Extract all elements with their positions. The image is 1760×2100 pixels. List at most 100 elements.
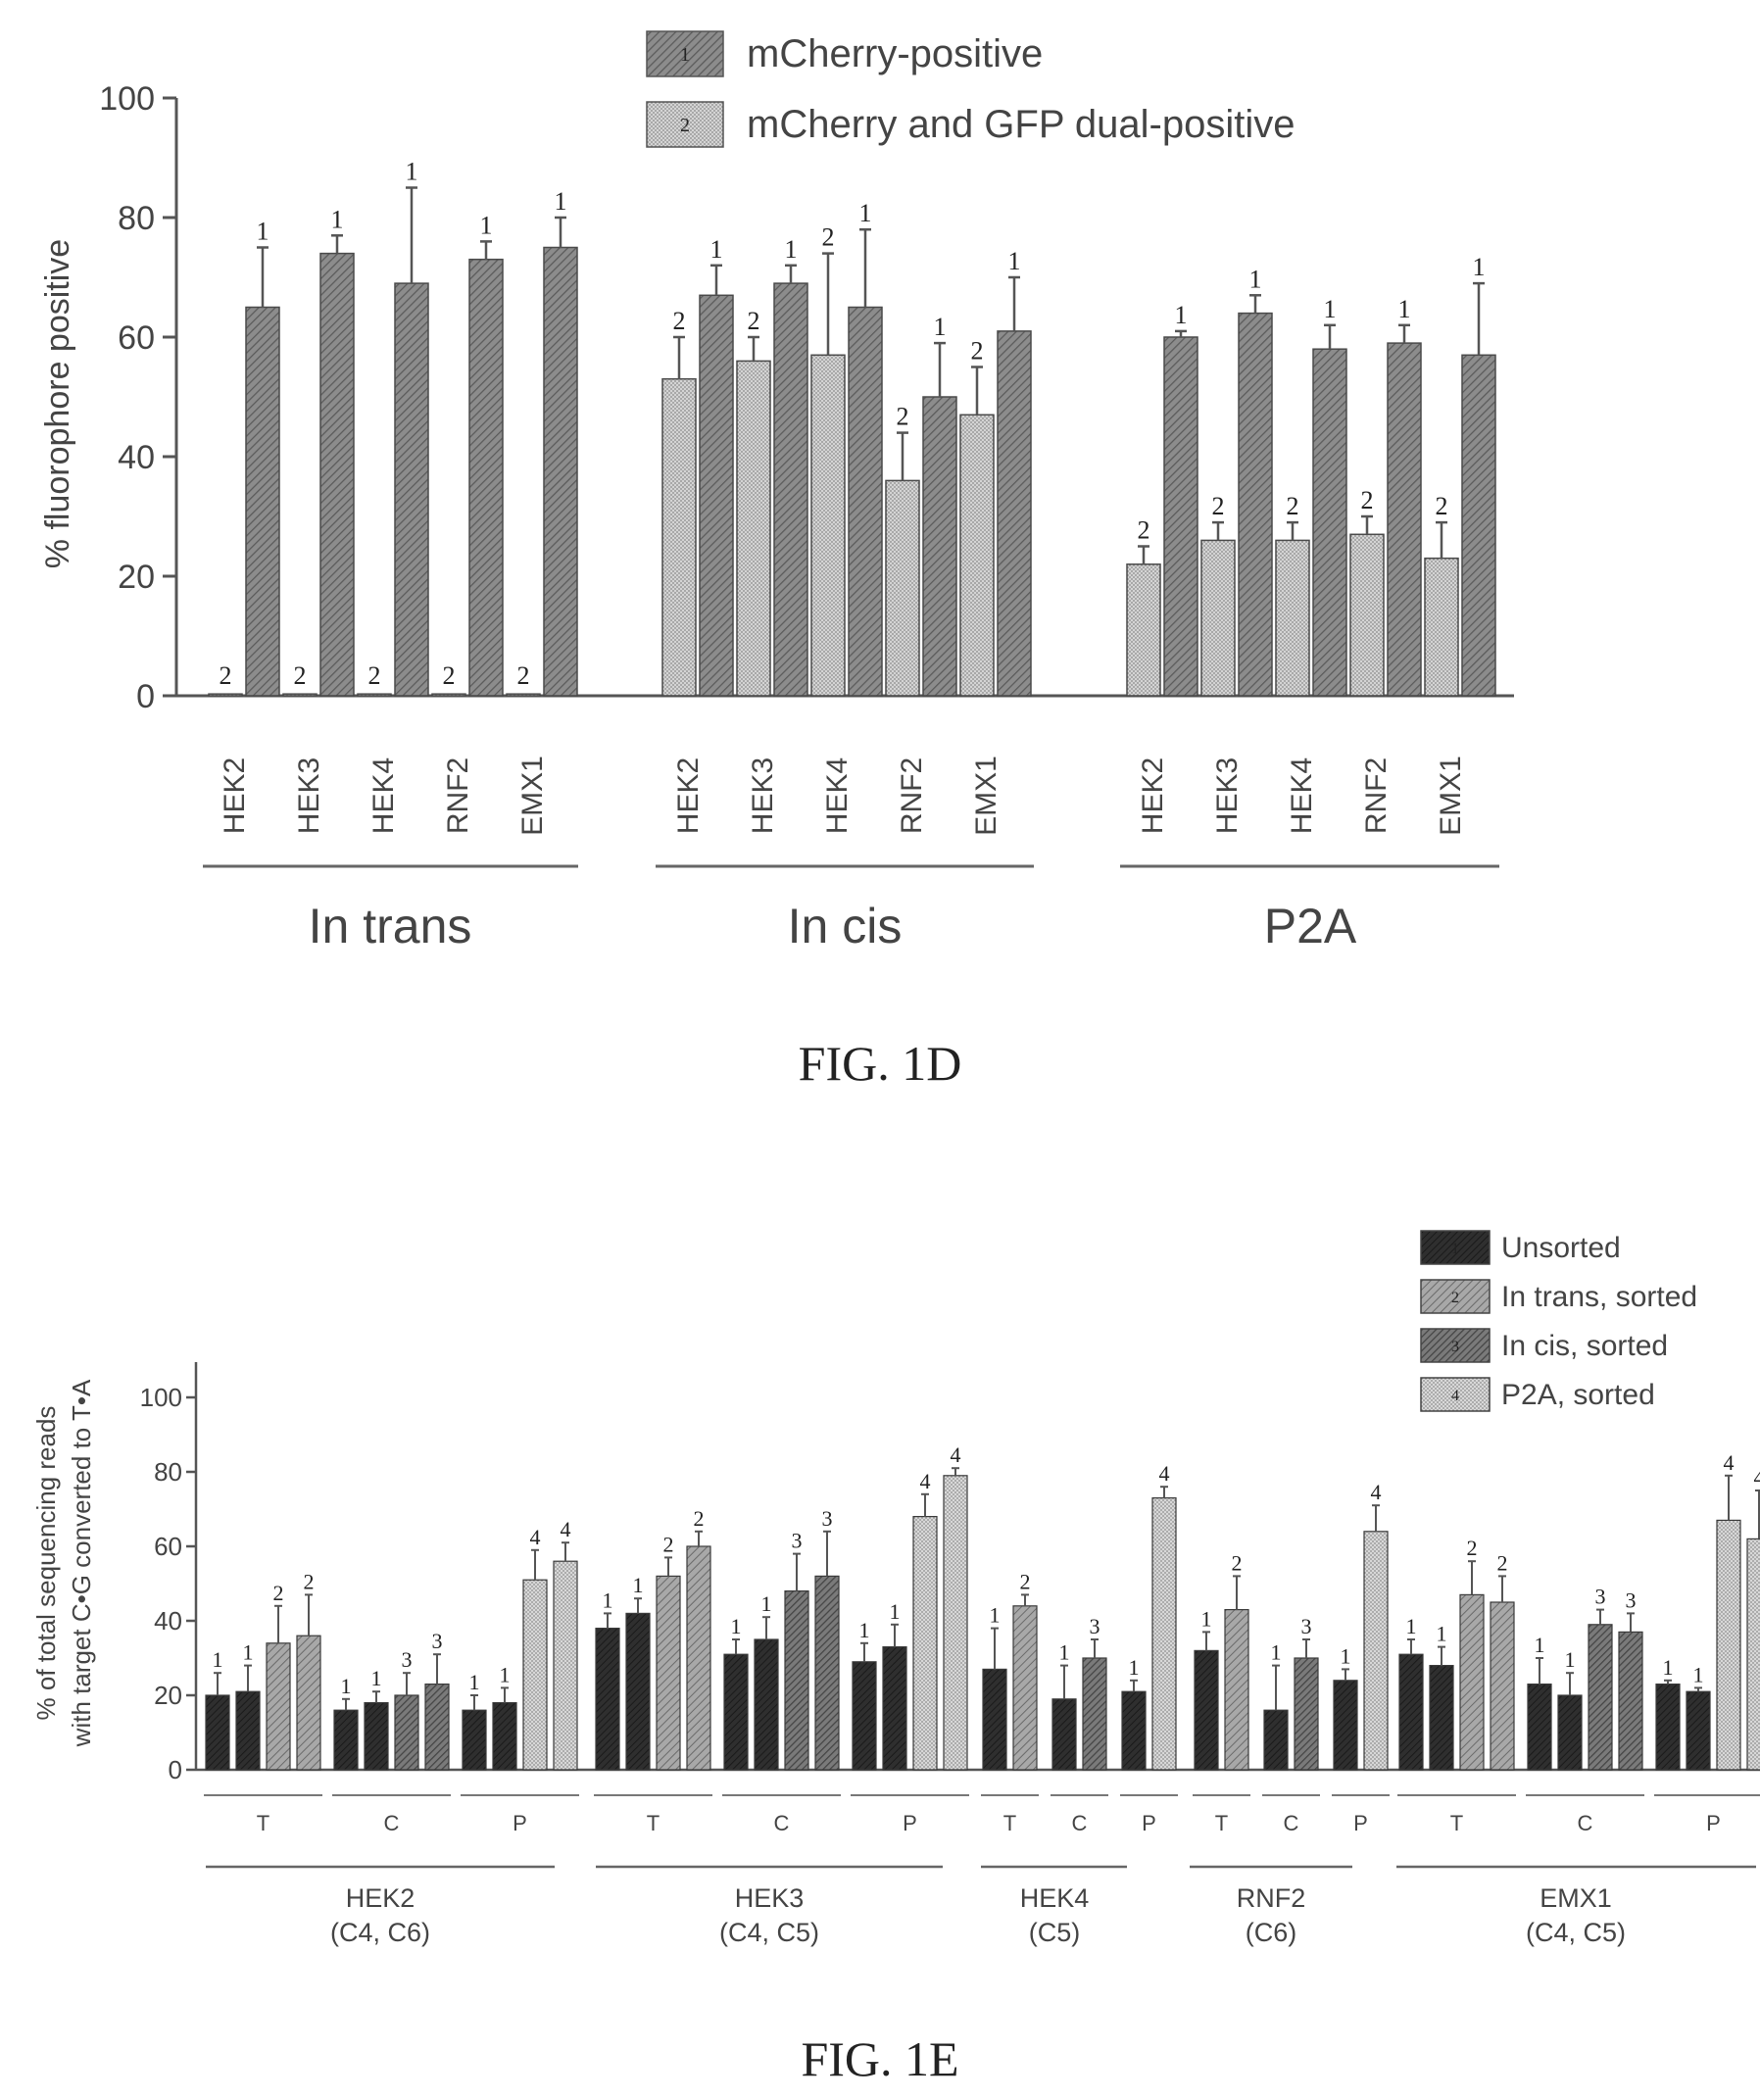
bar-code-label: 2	[1497, 1550, 1508, 1575]
fig-1d-group-labels: In trans In cis P2A	[203, 864, 1499, 953]
target-label-emx1: EMX1	[1540, 1883, 1612, 1913]
bar-1e-series-1	[1333, 1680, 1358, 1771]
category-label: HEK4	[367, 757, 400, 834]
bar-1d-series-2	[431, 693, 466, 697]
bar-code-label: 2	[1138, 516, 1150, 545]
bar-1e-series-2	[296, 1635, 321, 1771]
category-label: EMX1	[516, 756, 549, 836]
bar-code-label: 2	[294, 661, 307, 690]
y-tick: 0	[169, 1755, 196, 1784]
bar-1e-series-4	[1363, 1531, 1389, 1771]
bar-code-label: 2	[1361, 486, 1374, 514]
bar-1e-series-1	[982, 1668, 1007, 1771]
bar-code-label: 1	[1249, 265, 1262, 293]
bar-code-label: 2	[517, 661, 530, 690]
y-tick-label: 20	[154, 1681, 182, 1710]
fig-1e-chart: 1 Unsorted 2 In trans, sorted 3 In cis, …	[31, 1230, 1760, 2086]
y-tick-label: 40	[118, 439, 155, 476]
bar-1e-series-1	[852, 1661, 877, 1771]
bar-code-label: 1	[243, 1640, 254, 1665]
y-tick: 40	[118, 439, 176, 476]
condition-label: P	[1353, 1811, 1368, 1835]
bar-code-label: 1	[1008, 247, 1021, 275]
legend-label-dual: mCherry and GFP dual-positive	[747, 103, 1296, 146]
bar-code-label: 1	[710, 235, 723, 264]
bar-1d-series-1	[773, 282, 808, 697]
target-sites-rnf2: (C6)	[1246, 1918, 1297, 1947]
bar-code-label: 2	[368, 661, 381, 690]
bar-1e-series-4	[912, 1515, 938, 1771]
bar-1d-series-1	[1163, 336, 1198, 697]
fig-1d-y-axis-label: % fluorophore positive	[39, 239, 76, 568]
bar-code-label: 1	[890, 1599, 901, 1624]
y-tick: 60	[154, 1532, 196, 1561]
bar-code-label: 1	[1406, 1614, 1417, 1638]
category-label: EMX1	[1435, 756, 1467, 836]
target-label-hek4: HEK4	[1020, 1883, 1090, 1913]
bar-code-label: 1	[1271, 1640, 1282, 1665]
bar-1d-series-2	[506, 693, 541, 697]
bar-1e-series-1	[1557, 1694, 1583, 1771]
legend-swatch-code: 3	[1451, 1339, 1459, 1355]
bar-code-label: 1	[990, 1603, 1001, 1628]
group-label-in-cis: In cis	[788, 899, 903, 953]
legend-swatch-unsorted	[1420, 1230, 1491, 1265]
fig-1e-y-axis-label-line2: with target C•G converted to T•A	[67, 1379, 96, 1747]
bar-1e-series-4	[1151, 1496, 1177, 1771]
bar-code-label: 4	[1754, 1465, 1760, 1490]
bar-1d-series-1	[1312, 348, 1347, 697]
bar-1d-series-2	[959, 414, 995, 697]
bar-code-label: 2	[273, 1581, 284, 1605]
bar-1e-series-3	[394, 1694, 419, 1771]
y-tick: 60	[118, 319, 176, 357]
bar-1e-series-1	[333, 1709, 359, 1771]
bar-code-label: 1	[1129, 1655, 1140, 1680]
bar-1e-series-2	[1459, 1593, 1485, 1771]
y-tick-label: 80	[154, 1457, 182, 1487]
bar-1e-series-1	[364, 1701, 389, 1771]
bar-1e-series-4	[943, 1475, 968, 1771]
bar-code-label: 2	[897, 403, 909, 431]
bar-1e-series-2	[1490, 1601, 1515, 1771]
category-label: HEK3	[293, 757, 325, 834]
legend-label-in-cis: In cis, sorted	[1501, 1330, 1668, 1362]
bar-1e-series-1	[723, 1653, 749, 1771]
bar-1e-series-4	[553, 1560, 578, 1771]
condition-label: P	[513, 1811, 527, 1835]
category-label: HEK3	[1211, 757, 1244, 834]
bar-1e-series-1	[625, 1612, 651, 1771]
bar-1d-series-2	[1275, 539, 1310, 697]
bar-code-label: 2	[971, 337, 984, 366]
bar-code-label: 1	[934, 313, 947, 341]
bar-code-label: 1	[371, 1666, 382, 1690]
bar-1e-series-1	[1686, 1690, 1711, 1771]
condition-label: T	[1450, 1811, 1463, 1835]
bar-1d-series-2	[661, 377, 697, 697]
bar-1e-series-3	[1618, 1631, 1643, 1771]
y-tick-label: 100	[99, 80, 155, 118]
bar-code-label: 1	[1663, 1655, 1674, 1680]
fig-1e-caption: FIG. 1E	[801, 2031, 958, 2086]
bar-code-label: 1	[1324, 295, 1337, 323]
y-tick-label: 0	[169, 1755, 182, 1784]
y-tick-label: 60	[118, 319, 155, 357]
bar-1e-series-2	[1224, 1608, 1249, 1771]
bar-code-label: 4	[951, 1442, 961, 1467]
legend-swatch-mcherry	[646, 30, 724, 77]
bar-1d-series-2	[1200, 539, 1236, 697]
bar-1d-series-2	[1126, 563, 1161, 697]
bar-code-label: 2	[1212, 492, 1225, 520]
fig-1d-caption: FIG. 1D	[799, 1036, 962, 1091]
condition-label: P	[1706, 1811, 1721, 1835]
y-tick: 80	[154, 1457, 196, 1487]
bar-code-label: 1	[555, 187, 567, 216]
bar-1e-series-2	[656, 1575, 681, 1771]
condition-label: C	[774, 1811, 790, 1835]
bar-1e-series-3	[814, 1575, 840, 1771]
bar-code-label: 1	[500, 1662, 511, 1686]
target-sites-emx1: (C4, C5)	[1526, 1918, 1626, 1947]
bar-1d-series-2	[1349, 533, 1385, 697]
bar-code-label: 1	[257, 218, 269, 246]
